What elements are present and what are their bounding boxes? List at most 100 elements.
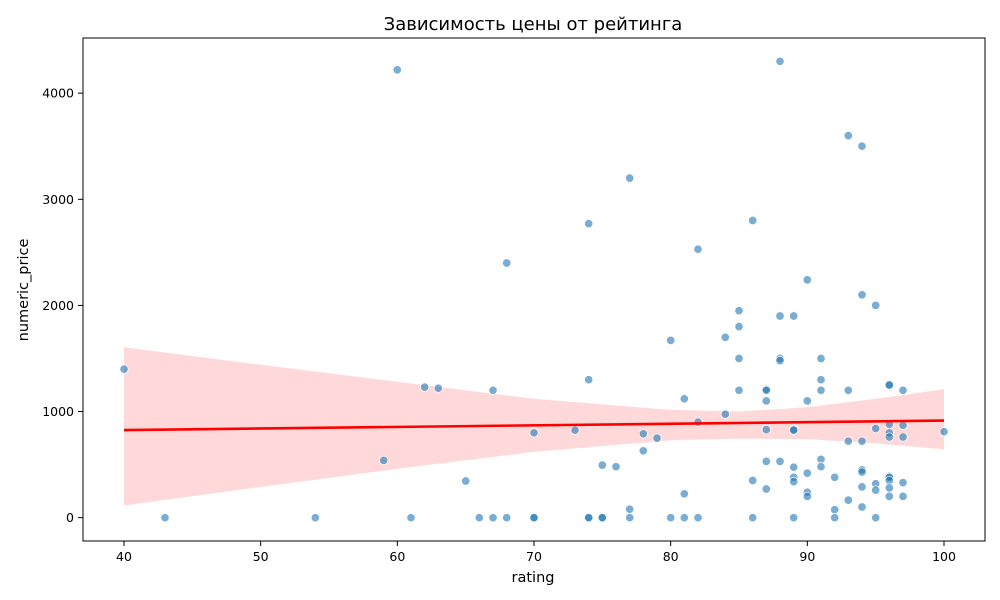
y-axis-label: numeric_price (16, 239, 32, 342)
x-tick-label: 50 (253, 549, 269, 564)
data-point (871, 423, 881, 434)
data-point (529, 428, 539, 438)
data-point (679, 513, 689, 523)
data-point (871, 513, 881, 523)
data-point (898, 491, 908, 501)
data-point (871, 300, 881, 310)
data-point (310, 513, 320, 523)
data-point (392, 65, 402, 75)
data-point (843, 131, 853, 141)
y-tick-label: 1000 (42, 404, 74, 419)
data-point (679, 394, 689, 404)
data-point (734, 306, 744, 316)
data-point (884, 432, 894, 442)
x-tick-label: 60 (389, 549, 405, 564)
data-point (379, 455, 389, 465)
data-point (898, 478, 908, 488)
data-point (775, 456, 785, 466)
data-point (488, 385, 498, 395)
x-tick-label: 70 (526, 549, 542, 564)
data-point (638, 429, 648, 439)
data-point (597, 460, 607, 470)
chart-title: Зависимость цены от рейтинга (384, 14, 683, 35)
data-point (802, 468, 812, 478)
data-point (789, 311, 799, 321)
data-point (734, 322, 744, 332)
data-point (570, 425, 580, 435)
data-point (843, 436, 853, 446)
data-point (119, 364, 129, 374)
data-point (857, 467, 867, 477)
x-tick-label: 100 (932, 549, 956, 564)
data-point (720, 332, 730, 342)
data-point (830, 505, 840, 515)
data-point (488, 513, 498, 523)
data-point (816, 462, 826, 472)
y-axis-ticks: 0 1000 2000 3000 4000 (42, 86, 83, 525)
data-point (843, 495, 853, 505)
data-point (748, 215, 758, 226)
data-point (816, 353, 826, 364)
data-point (761, 456, 771, 466)
data-point (898, 385, 908, 395)
data-point (433, 383, 443, 393)
data-point (625, 504, 635, 514)
data-point (802, 275, 812, 285)
regression-line-layer (123, 419, 945, 432)
data-point (406, 513, 416, 523)
data-point (884, 491, 894, 501)
data-point (857, 482, 867, 492)
data-point (789, 462, 799, 472)
x-axis-label: rating (512, 570, 555, 586)
data-point (666, 513, 676, 523)
data-point (584, 375, 594, 385)
data-point (775, 356, 785, 366)
data-points-layer (119, 56, 949, 523)
data-point (871, 485, 881, 495)
data-point (474, 513, 484, 523)
data-point (761, 425, 771, 435)
data-point (884, 380, 894, 390)
data-point (775, 56, 785, 66)
data-point (693, 513, 703, 523)
data-point (830, 472, 840, 482)
data-point (761, 484, 771, 494)
data-point (611, 462, 621, 472)
data-point (761, 396, 771, 406)
data-point (857, 502, 867, 512)
y-tick-label: 4000 (42, 86, 74, 101)
data-point (789, 513, 799, 523)
data-point (720, 409, 730, 419)
x-tick-label: 40 (116, 549, 132, 564)
data-point (898, 432, 908, 442)
data-point (529, 513, 539, 523)
data-point (830, 513, 840, 523)
data-point (802, 396, 812, 406)
data-point (693, 244, 703, 254)
data-point (584, 219, 594, 229)
data-point (884, 483, 894, 493)
data-point (652, 433, 662, 443)
regression-line (123, 419, 945, 432)
y-tick-label: 3000 (42, 192, 74, 207)
data-point (939, 427, 949, 437)
data-point (584, 513, 594, 523)
data-point (502, 513, 512, 523)
data-point (857, 141, 867, 151)
data-point (816, 375, 826, 385)
x-tick-label: 80 (663, 549, 679, 564)
data-point (734, 385, 744, 395)
data-point (857, 290, 867, 300)
data-point (666, 335, 676, 345)
data-point (420, 382, 430, 392)
data-point (816, 385, 826, 395)
x-axis-ticks: 40 50 60 70 80 90 100 (116, 541, 956, 564)
data-point (789, 477, 799, 487)
y-tick-label: 0 (66, 510, 74, 525)
data-point (597, 513, 607, 523)
data-point (789, 425, 799, 435)
data-point (734, 353, 744, 364)
data-point (857, 436, 867, 446)
x-tick-label: 90 (799, 549, 815, 564)
